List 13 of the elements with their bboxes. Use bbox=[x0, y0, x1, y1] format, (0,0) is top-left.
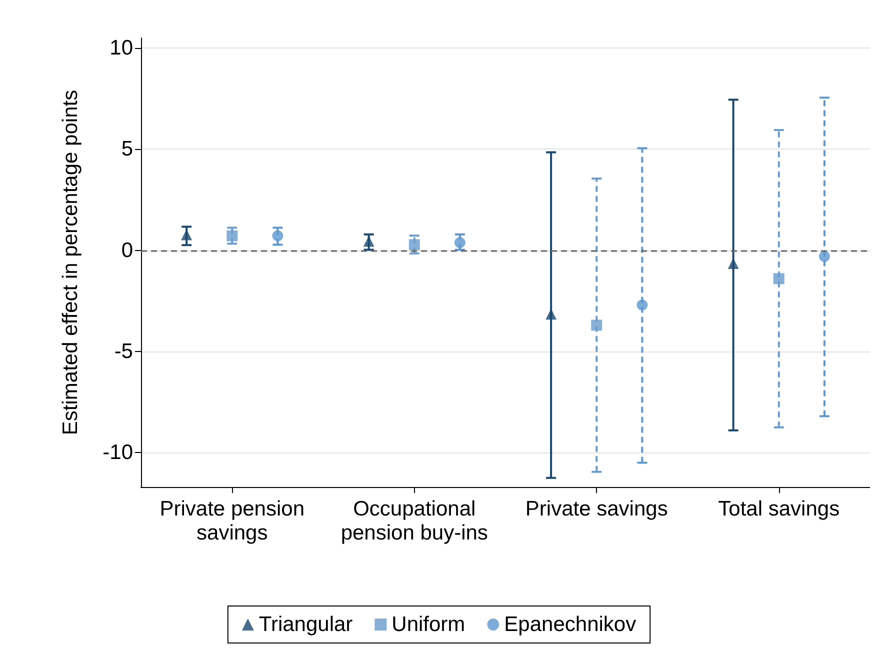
legend-label: Uniform bbox=[392, 613, 466, 636]
y-tick-label: -5 bbox=[114, 340, 133, 363]
x-tick-label: Occupational pension buy-ins bbox=[340, 498, 488, 544]
x-tick-label: Private savings bbox=[525, 498, 668, 520]
x-tick-label: Total savings bbox=[718, 498, 840, 520]
y-axis-title: Estimated effect in percentage points bbox=[59, 90, 82, 436]
legend-label: Epanechnikov bbox=[504, 613, 637, 636]
legend-label: Triangular bbox=[258, 613, 353, 636]
y-tick-label: 10 bbox=[110, 36, 133, 60]
y-tick-label: -10 bbox=[102, 441, 133, 464]
y-tick-label: 5 bbox=[121, 138, 133, 161]
x-tick-label: Private pension savings bbox=[160, 498, 305, 544]
y-tick-label: 0 bbox=[121, 238, 133, 262]
